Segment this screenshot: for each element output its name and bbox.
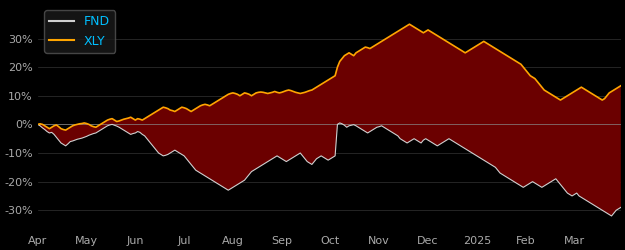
Legend: FND, XLY: FND, XLY — [44, 10, 115, 53]
